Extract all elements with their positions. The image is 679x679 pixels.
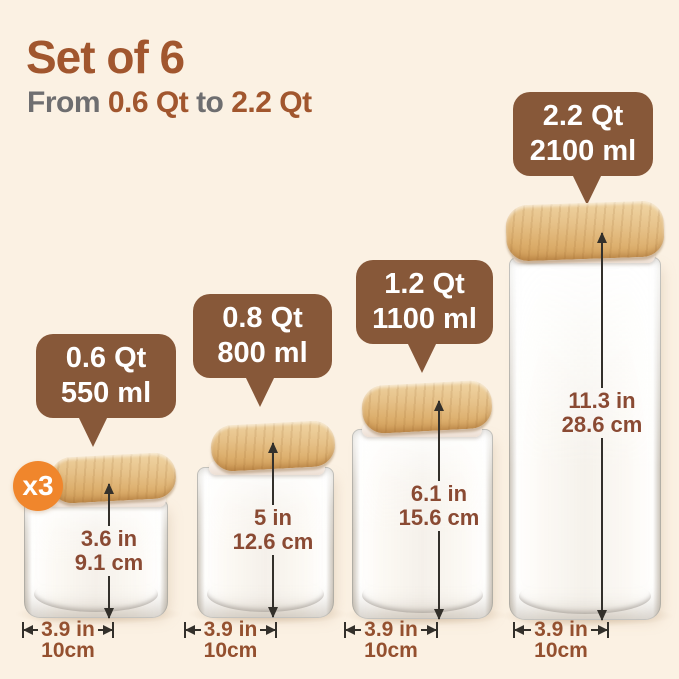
arrow-right-icon	[260, 625, 276, 635]
arrow-down-icon	[597, 438, 607, 622]
callout-capacity-ml: 800 ml	[217, 337, 308, 369]
width-dimension-0.8qt: 3.9 in 10cm	[184, 619, 277, 662]
dimension-tick	[275, 622, 277, 638]
width-inches: 3.9 in	[364, 618, 418, 641]
arrow-down-icon	[104, 576, 114, 620]
height-label: 6.1 in 15.6 cm	[399, 481, 480, 531]
subtitle-to-value: 2.2 Qt	[231, 86, 312, 119]
width-dimension-2.2qt: 3.9 in 10cm	[513, 619, 609, 662]
container-0.8qt-figure	[187, 419, 348, 625]
width-cm: 10cm	[364, 639, 418, 663]
subtitle-prefix: From	[27, 86, 101, 119]
dimension-tick	[112, 622, 114, 638]
container-2.2qt-figure	[499, 200, 675, 627]
width-cm: 10cm	[534, 639, 588, 663]
height-dimension-2.2qt: 11.3 in 28.6 cm	[551, 232, 653, 622]
width-label: 3.9 in 10cm	[361, 619, 421, 662]
height-label: 5 in 12.6 cm	[233, 505, 314, 555]
callout-capacity-ml: 550 ml	[60, 377, 152, 409]
height-inches: 6.1 in	[410, 481, 468, 506]
quantity-badge: x3	[13, 461, 63, 511]
subtitle: From 0.6 Qt to 2.2 Qt	[27, 86, 312, 120]
width-label: 3.9 in 10cm	[38, 619, 98, 662]
height-inches: 3.6 in	[80, 526, 138, 551]
arrow-right-icon	[420, 625, 438, 635]
width-label: 3.9 in 10cm	[531, 619, 591, 662]
height-cm: 12.6 cm	[232, 529, 314, 555]
width-inches: 3.9 in	[203, 618, 258, 641]
width-dimension-0.6qt: 3.9 in 10cm	[22, 619, 114, 662]
dimension-tick	[436, 622, 438, 638]
width-label: 3.9 in 10cm	[201, 619, 261, 662]
arrow-left-icon	[513, 625, 532, 635]
arrow-up-icon	[597, 232, 607, 388]
glass-jar-body	[509, 257, 661, 620]
subtitle-connector: to	[196, 86, 224, 119]
height-cm: 28.6 cm	[561, 412, 643, 438]
callout-tail	[572, 174, 602, 205]
arrow-right-icon	[97, 625, 114, 635]
arrow-left-icon	[22, 625, 39, 635]
height-label: 11.3 in 28.6 cm	[562, 388, 643, 438]
height-cm: 9.1 cm	[74, 550, 144, 576]
callout-capacity-qt: 0.8 Qt	[222, 301, 303, 334]
width-cm: 10cm	[41, 639, 95, 663]
arrow-right-icon	[590, 625, 609, 635]
height-dimension-0.6qt: 3.6 in 9.1 cm	[58, 483, 160, 620]
callout-tail	[78, 416, 108, 447]
callout-0.8qt: 0.8 Qt 800 ml	[193, 294, 332, 407]
callout-2.2qt: 2.2 Qt 2100 ml	[513, 92, 653, 205]
arrow-down-icon	[268, 555, 278, 619]
width-inches: 3.9 in	[534, 618, 588, 641]
arrow-left-icon	[344, 625, 362, 635]
callout-capacity-qt: 2.2 Qt	[542, 99, 624, 132]
dimension-tick	[607, 622, 609, 638]
callout-capacity-qt: 0.6 Qt	[65, 341, 147, 374]
height-inches: 11.3 in	[568, 388, 636, 413]
height-dimension-0.8qt: 5 in 12.6 cm	[222, 442, 324, 619]
callout-capacity-ml: 1100 ml	[372, 303, 477, 335]
callout-capacity-ml: 2100 ml	[529, 135, 637, 167]
glass-jar-body	[352, 429, 493, 619]
callout-0.6qt: 0.6 Qt 550 ml	[36, 334, 176, 447]
width-dimension-1.2qt: 3.9 in 10cm	[344, 619, 438, 662]
container-1.2qt-figure	[342, 379, 507, 626]
page-title: Set of 6	[26, 31, 185, 83]
callout-capacity-qt: 1.2 Qt	[384, 267, 465, 300]
height-cm: 15.6 cm	[398, 505, 480, 531]
callout-tail	[245, 376, 275, 407]
dimension-tick	[184, 622, 186, 638]
arrow-left-icon	[185, 625, 201, 635]
callout-1.2qt: 1.2 Qt 1100 ml	[356, 260, 493, 373]
width-inches: 3.9 in	[41, 618, 95, 641]
callout-tail	[407, 342, 437, 373]
arrow-up-icon	[104, 483, 114, 526]
height-label: 3.6 in 9.1 cm	[75, 526, 144, 576]
width-cm: 10cm	[203, 639, 258, 663]
glass-jar-body	[24, 499, 168, 618]
subtitle-from-value: 0.6 Qt	[107, 86, 189, 119]
arrow-down-icon	[434, 531, 444, 621]
arrow-up-icon	[268, 442, 278, 505]
height-inches: 5 in	[254, 505, 292, 530]
arrow-up-icon	[434, 400, 444, 481]
container-0.6qt-figure	[14, 451, 182, 625]
height-dimension-1.2qt: 6.1 in 15.6 cm	[388, 400, 490, 621]
